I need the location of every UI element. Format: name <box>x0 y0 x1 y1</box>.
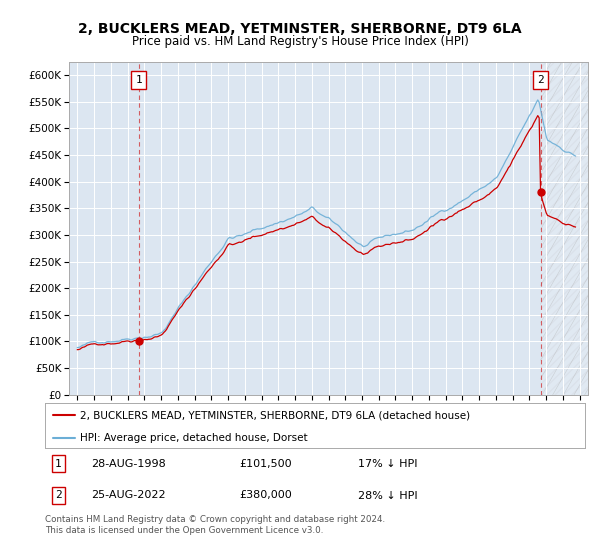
Text: 28-AUG-1998: 28-AUG-1998 <box>91 459 166 469</box>
Text: 17% ↓ HPI: 17% ↓ HPI <box>358 459 418 469</box>
Text: Price paid vs. HM Land Registry's House Price Index (HPI): Price paid vs. HM Land Registry's House … <box>131 35 469 48</box>
Text: 28% ↓ HPI: 28% ↓ HPI <box>358 491 418 501</box>
Text: 1: 1 <box>136 75 142 85</box>
Text: HPI: Average price, detached house, Dorset: HPI: Average price, detached house, Dors… <box>80 433 308 443</box>
Text: £101,500: £101,500 <box>239 459 292 469</box>
Text: £380,000: £380,000 <box>239 491 292 501</box>
Text: 2: 2 <box>55 491 62 501</box>
Text: Contains HM Land Registry data © Crown copyright and database right 2024.
This d: Contains HM Land Registry data © Crown c… <box>45 515 385 535</box>
Text: 1: 1 <box>55 459 62 469</box>
Text: 25-AUG-2022: 25-AUG-2022 <box>91 491 166 501</box>
Text: 2: 2 <box>537 75 544 85</box>
Text: 2, BUCKLERS MEAD, YETMINSTER, SHERBORNE, DT9 6LA: 2, BUCKLERS MEAD, YETMINSTER, SHERBORNE,… <box>78 22 522 36</box>
Text: 2, BUCKLERS MEAD, YETMINSTER, SHERBORNE, DT9 6LA (detached house): 2, BUCKLERS MEAD, YETMINSTER, SHERBORNE,… <box>80 410 470 421</box>
